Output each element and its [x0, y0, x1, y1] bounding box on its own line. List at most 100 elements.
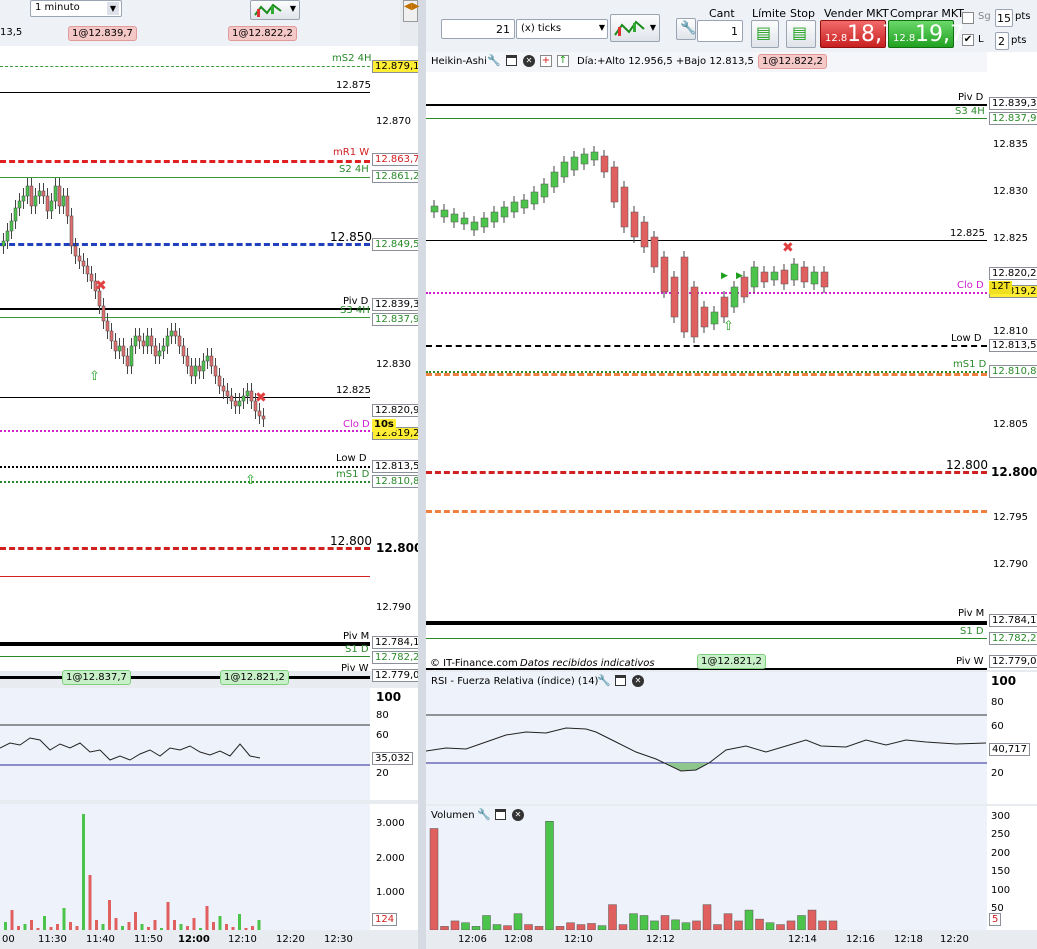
level-12825-line [426, 240, 987, 241]
candle-body [590, 151, 599, 161]
left-price-axis [370, 46, 418, 671]
volume-bar [153, 920, 157, 930]
arrow-up-icon[interactable]: ↑ [557, 55, 569, 67]
wrench-icon[interactable]: 🔧 [597, 674, 611, 687]
candle-body [229, 395, 234, 402]
candle-body [470, 221, 479, 231]
volume-bar [702, 904, 712, 930]
volume-bar [545, 821, 554, 930]
order-tag-green[interactable]: 1@12.837,7 [62, 670, 131, 685]
l-input[interactable]: 2 [995, 32, 1009, 50]
add-red-icon[interactable]: + [540, 55, 552, 67]
comprar-mkt-button[interactable]: 12.8 19,7 [888, 20, 964, 48]
timer-badge: 12T [989, 281, 1012, 294]
volume-bar [492, 924, 502, 930]
volume-tick: 3.000 [376, 818, 405, 829]
volume-tick: 2.000 [376, 853, 405, 864]
volume-bar [608, 904, 617, 930]
volume-tick: 100 [991, 885, 1011, 896]
left-volume-panel[interactable] [0, 804, 370, 930]
chart-type-button[interactable]: ▼ [250, 0, 300, 20]
level-12825-line [0, 397, 370, 398]
time-tick: 11:50 [134, 934, 163, 945]
volume-bar [166, 902, 170, 930]
volume-tick: 50 [991, 903, 1004, 914]
order-tag-red[interactable]: 1@12.822,2 [228, 26, 297, 41]
s3-4h-line [0, 317, 370, 318]
window-icon[interactable] [506, 55, 517, 66]
s1-d-value: 12.782,2 [372, 651, 423, 664]
left-rsi-axis [370, 688, 418, 800]
window-icon[interactable] [615, 675, 626, 686]
volume-bar [43, 916, 46, 930]
period-unit-select[interactable]: (x) ticks ▼ [516, 19, 608, 39]
close-icon[interactable]: ✕ [632, 675, 644, 687]
volume-bar [744, 909, 754, 930]
rsi-tick: 60 [376, 730, 389, 741]
sg-checkbox[interactable] [962, 12, 974, 24]
axis-tick: 12.805 [993, 419, 1028, 430]
cant-input[interactable]: 1 [697, 20, 743, 42]
low-d-value: 12.813,5 [372, 460, 423, 473]
candle-body [630, 211, 639, 238]
time-tick: 12:20 [940, 934, 969, 945]
time-tick: 11:40 [86, 934, 115, 945]
wrench-button[interactable]: 🔧 [676, 18, 696, 40]
sg-input[interactable]: 15 [995, 9, 1013, 27]
volume-tick: 300 [991, 811, 1011, 822]
period-input[interactable]: 21 [441, 19, 515, 39]
volume-bar [450, 920, 460, 930]
rsi-title: RSI - Fuerza Relativa (índice) (14) [431, 676, 599, 687]
level-12875-label: 12.875 [336, 80, 371, 91]
order-tag-green[interactable]: 1@12.821,2 [220, 670, 289, 685]
cant-label: Cant [709, 7, 735, 20]
rsi-value: 35,032 [372, 752, 413, 765]
vender-mkt-button[interactable]: 12.8 18,7 [820, 20, 896, 48]
close-icon[interactable]: ✕ [512, 809, 524, 821]
l-checkbox[interactable]: ✔ [962, 34, 974, 46]
wrench-icon[interactable]: 🔧 [477, 808, 491, 821]
time-tick: 00 [2, 934, 15, 945]
volume-bar [660, 915, 670, 930]
volume-bar [238, 914, 241, 930]
pane-splitter[interactable] [418, 0, 426, 949]
timeframe-select[interactable]: 1 minuto ▼ [30, 0, 122, 17]
left-rsi-panel[interactable] [0, 688, 370, 800]
volume-bar [251, 926, 254, 930]
ms1-d-label: mS1 D [336, 469, 370, 480]
volume-bar [134, 912, 137, 930]
order-tag-green[interactable]: 1@12.821,2 [697, 654, 766, 669]
close-icon[interactable]: ✕ [523, 55, 535, 67]
vender-label: Vender MKT [824, 7, 889, 20]
volume-bar [108, 900, 111, 930]
volume-bar [555, 926, 565, 930]
time-tick: 12:30 [324, 934, 353, 945]
volume-bar [127, 922, 131, 930]
limite-label: Límite [752, 7, 787, 20]
candle-body [21, 195, 26, 202]
splitter-arrow-icon[interactable]: ◀▶ [403, 0, 419, 22]
volume-bar [225, 924, 228, 930]
order-tag-red[interactable]: 1@12.839,7 [68, 26, 137, 41]
piv-m-line [0, 642, 370, 646]
candle-body [37, 190, 42, 197]
candle-body [213, 365, 218, 377]
buy-arrow-icon: ⇧ [245, 473, 256, 488]
wrench-icon[interactable]: 🔧 [487, 54, 501, 67]
left-price-chart[interactable] [0, 46, 370, 671]
right-rsi-panel[interactable] [426, 672, 987, 804]
candle-body [173, 330, 178, 337]
window-icon[interactable] [495, 809, 506, 820]
volume-bar [244, 928, 248, 930]
right-price-axis [987, 52, 1037, 670]
candle-body [201, 360, 206, 372]
candle-body [161, 345, 166, 352]
volume-bar [755, 918, 764, 930]
limite-button[interactable]: ▤ [751, 20, 779, 48]
stop-button[interactable]: ▤ [786, 20, 816, 48]
candle-body [93, 280, 98, 292]
chart-type-button[interactable]: ▼ [610, 14, 660, 42]
order-tag-red[interactable]: 1@12.822,2 [758, 54, 827, 69]
volume-bar [797, 915, 806, 930]
s2-4h-label: S2 4H [339, 164, 369, 175]
